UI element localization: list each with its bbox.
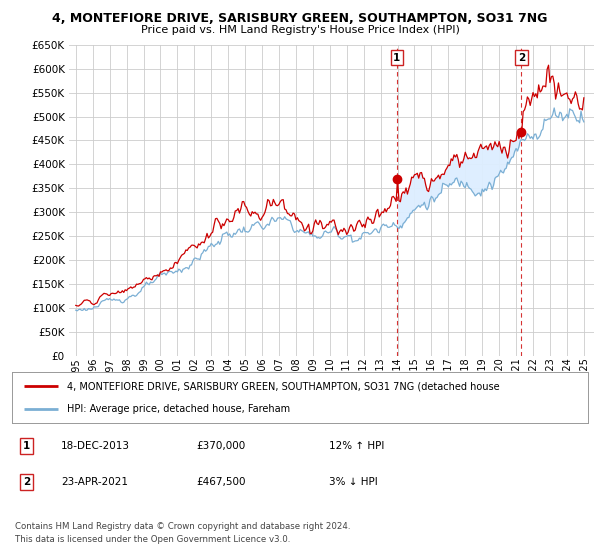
Text: 1: 1 bbox=[23, 441, 30, 451]
Text: 4, MONTEFIORE DRIVE, SARISBURY GREEN, SOUTHAMPTON, SO31 7NG (detached house: 4, MONTEFIORE DRIVE, SARISBURY GREEN, SO… bbox=[67, 381, 499, 391]
Text: This data is licensed under the Open Government Licence v3.0.: This data is licensed under the Open Gov… bbox=[15, 535, 290, 544]
Text: 3% ↓ HPI: 3% ↓ HPI bbox=[329, 477, 377, 487]
Text: 18-DEC-2013: 18-DEC-2013 bbox=[61, 441, 130, 451]
Text: 12% ↑ HPI: 12% ↑ HPI bbox=[329, 441, 384, 451]
Text: £467,500: £467,500 bbox=[196, 477, 246, 487]
Text: HPI: Average price, detached house, Fareham: HPI: Average price, detached house, Fare… bbox=[67, 404, 290, 414]
Text: 23-APR-2021: 23-APR-2021 bbox=[61, 477, 128, 487]
Text: Contains HM Land Registry data © Crown copyright and database right 2024.: Contains HM Land Registry data © Crown c… bbox=[15, 522, 350, 531]
Text: £370,000: £370,000 bbox=[196, 441, 245, 451]
Text: 4, MONTEFIORE DRIVE, SARISBURY GREEN, SOUTHAMPTON, SO31 7NG: 4, MONTEFIORE DRIVE, SARISBURY GREEN, SO… bbox=[52, 12, 548, 25]
Text: Price paid vs. HM Land Registry's House Price Index (HPI): Price paid vs. HM Land Registry's House … bbox=[140, 25, 460, 35]
Text: 2: 2 bbox=[23, 477, 30, 487]
Text: 1: 1 bbox=[393, 53, 400, 63]
Text: 2: 2 bbox=[518, 53, 525, 63]
